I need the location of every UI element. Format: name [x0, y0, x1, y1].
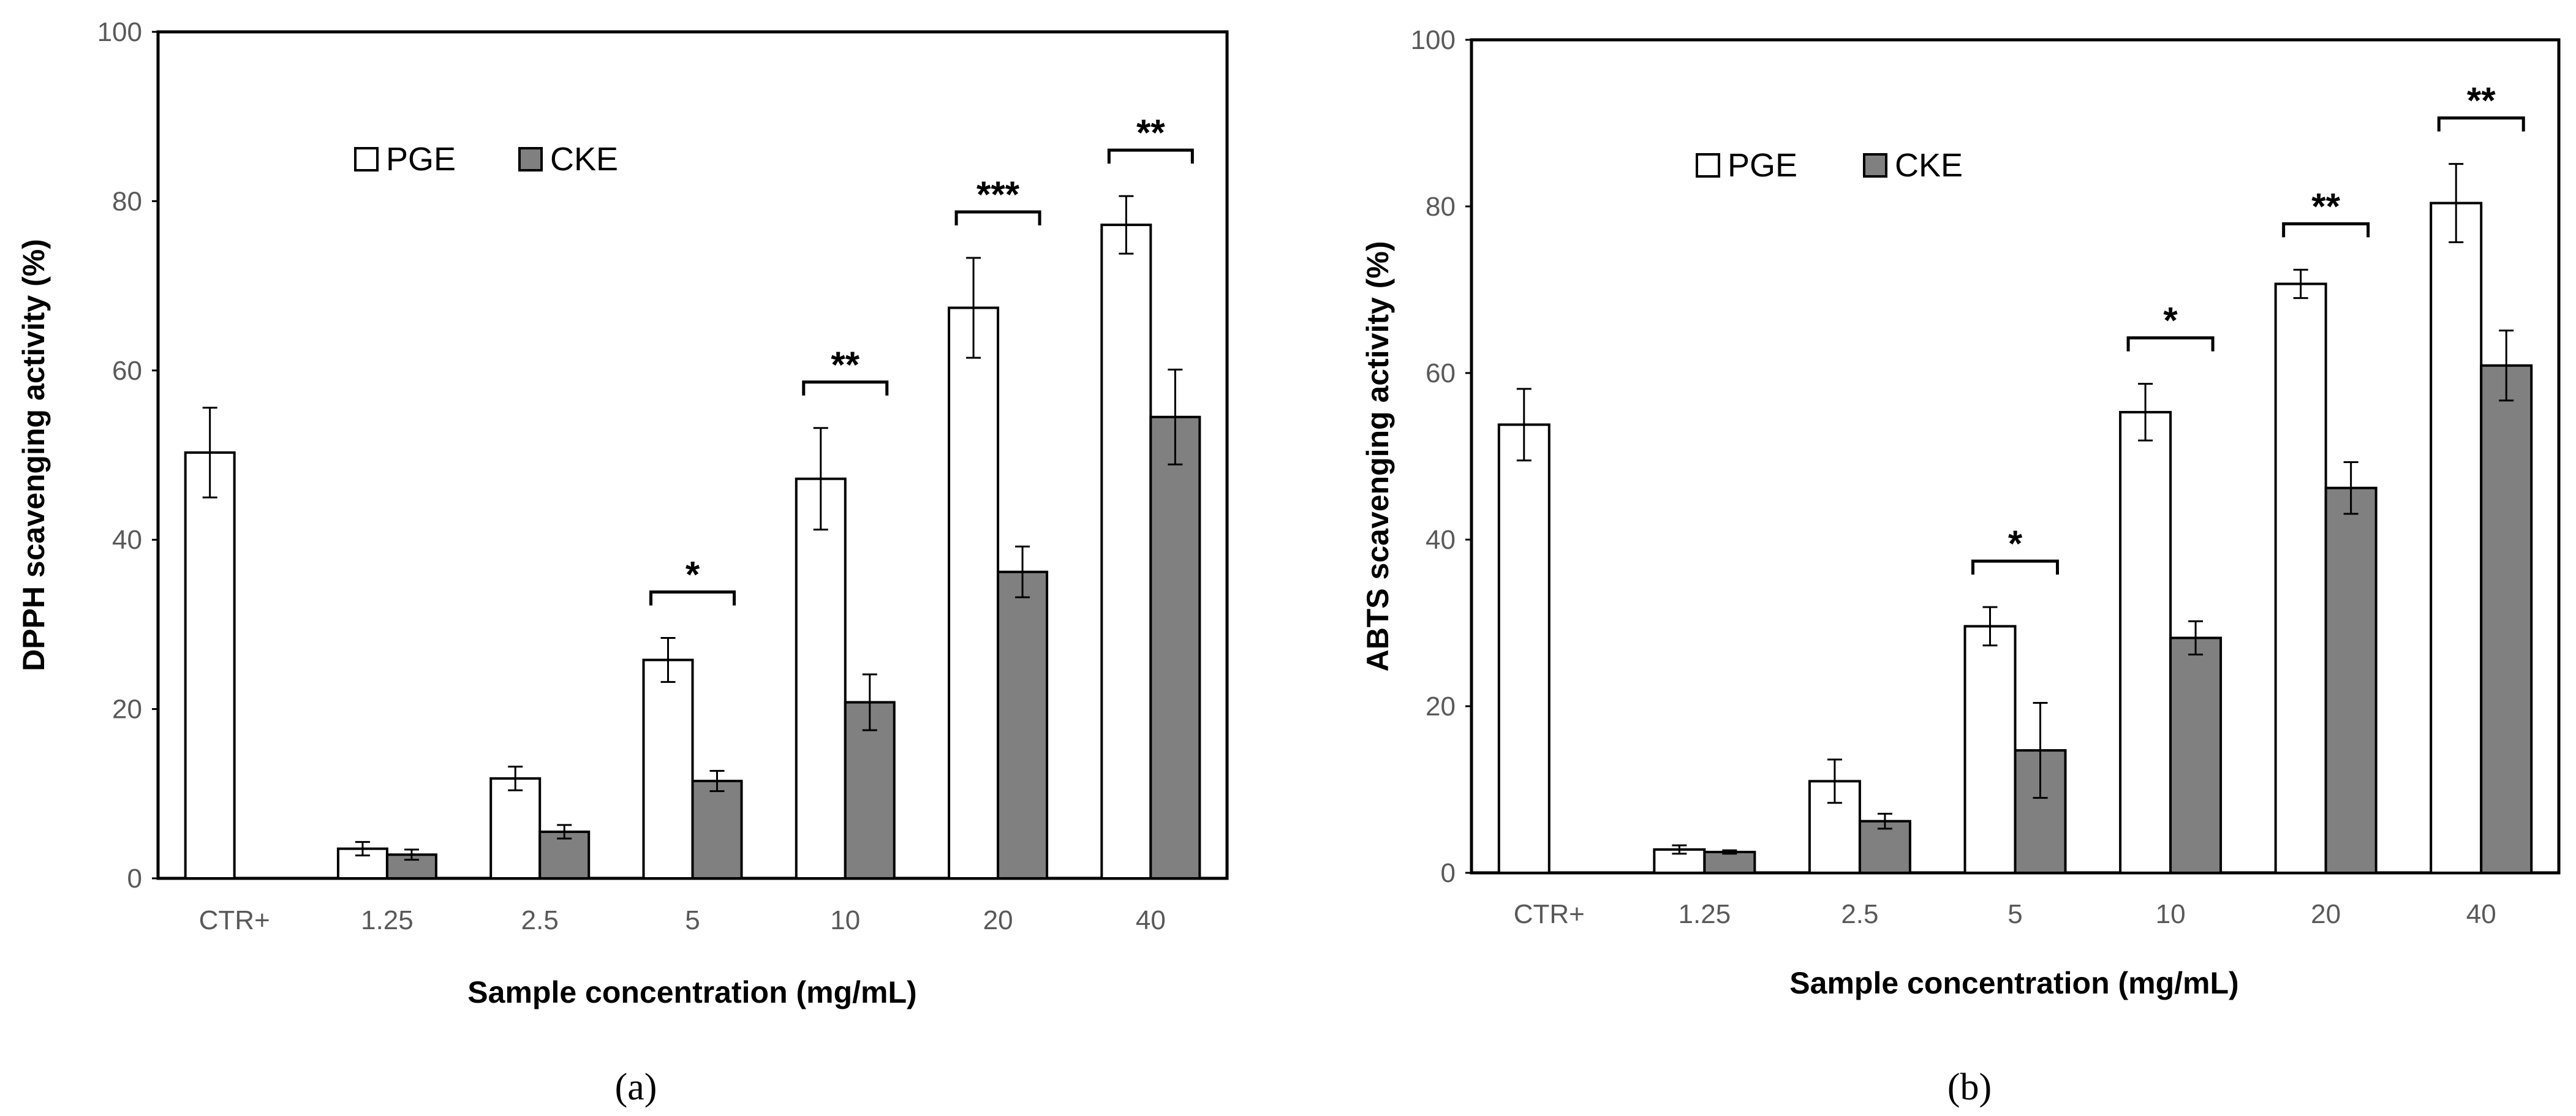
y-tick-label-b-0: 0 — [1441, 858, 1456, 888]
bar-pge-b-3 — [1963, 625, 2017, 874]
bar-pge-a-5 — [948, 306, 1000, 880]
y-ticks-a: 0 20 40 60 80 100 — [97, 17, 158, 894]
x-tick-label-a-2: 2.5 — [521, 905, 559, 935]
x-tick-label-a-4: 10 — [830, 905, 860, 935]
significance-marker-b-3: * — [2008, 523, 2023, 564]
y-ticks-b: 0 20 40 60 80 100 — [1411, 25, 1471, 888]
y-tick-label-b-1: 20 — [1426, 692, 1456, 722]
bar-cke-a-5 — [997, 570, 1049, 880]
x-tick-label-a-3: 5 — [685, 905, 700, 935]
legend-swatch-pge-b — [1696, 153, 1720, 178]
legend-swatch-cke-a — [518, 147, 543, 172]
bar-pge-b-6 — [2430, 202, 2483, 874]
legend-a: PGE CKE — [354, 141, 618, 178]
legend-swatch-pge-a — [354, 147, 379, 172]
significance-bracket-a-3 — [649, 590, 736, 606]
bar-cke-b-6 — [2480, 364, 2533, 874]
bar-pge-b-0 — [1497, 423, 1551, 874]
bars-b — [1497, 163, 2533, 875]
x-axis-title-a: Sample concentration (mg/mL) — [467, 975, 916, 1009]
bar-pge-a-0 — [184, 451, 236, 880]
significance-marker-b-4: * — [2163, 300, 2178, 341]
x-ticks-a: CTR+ 1.25 2.5 5 10 20 40 — [199, 905, 1166, 935]
x-tick-label-a-1: 1.25 — [361, 905, 414, 935]
y-tick-label-a-1: 20 — [112, 695, 142, 725]
x-tick-label-b-6: 40 — [2466, 899, 2496, 929]
significance-bracket-b-4 — [2126, 336, 2215, 352]
significance-a: ******** — [649, 112, 1194, 606]
bar-cke-b-4 — [2169, 636, 2223, 874]
y-tick-label-b-5: 100 — [1411, 25, 1456, 55]
x-tick-label-b-0: CTR+ — [1514, 899, 1585, 929]
significance-bracket-a-5 — [954, 210, 1041, 225]
y-tick-label-b-3: 60 — [1426, 358, 1456, 388]
y-tick-label-a-3: 60 — [112, 356, 142, 386]
significance-marker-a-4: ** — [831, 344, 859, 385]
y-tick-label-a-4: 80 — [112, 186, 142, 216]
panel-label-a: (a) — [615, 1066, 657, 1108]
y-tick-label-a-2: 40 — [112, 525, 142, 555]
bar-pge-a-3 — [642, 658, 694, 880]
legend-label-cke-b: CKE — [1895, 147, 1963, 184]
bar-cke-a-4 — [844, 701, 896, 880]
x-tick-label-a-5: 20 — [983, 905, 1013, 935]
y-tick-label-b-2: 40 — [1426, 525, 1456, 555]
significance-marker-b-5: ** — [2311, 186, 2340, 227]
significance-bracket-a-4 — [802, 380, 889, 396]
bar-pge-a-6 — [1100, 224, 1152, 880]
x-tick-label-b-2: 2.5 — [1841, 899, 1878, 929]
y-axis-title-a: DPPH scavenging activity (%) — [17, 239, 51, 671]
x-tick-label-a-6: 40 — [1136, 905, 1166, 935]
legend-label-cke-a: CKE — [550, 141, 618, 178]
legend-swatch-cke-b — [1863, 153, 1887, 178]
bars-a — [184, 195, 1201, 880]
bar-cke-b-5 — [2324, 486, 2378, 874]
bar-pge-a-2 — [489, 777, 542, 880]
x-axis-title-b: Sample concentration (mg/mL) — [1789, 966, 2238, 1000]
bar-cke-a-6 — [1149, 415, 1201, 880]
bar-cke-a-3 — [691, 780, 743, 880]
legend-b: PGE CKE — [1696, 147, 1963, 184]
significance-bracket-b-6 — [2437, 116, 2525, 132]
significance-marker-a-6: ** — [1136, 112, 1165, 153]
x-tick-label-b-3: 5 — [2008, 899, 2022, 929]
chart-panel-a: DPPH scavenging activity (%) Sample conc… — [17, 17, 1229, 1108]
panel-label-b: (b) — [1947, 1066, 1992, 1108]
bar-cke-a-2 — [538, 830, 591, 880]
significance-marker-b-6: ** — [2467, 80, 2496, 121]
chart-panel-b: ABTS scavenging activity (%) Sample conc… — [1361, 25, 2561, 1108]
bar-cke-b-2 — [1858, 820, 1911, 875]
bar-pge-a-4 — [795, 477, 847, 880]
x-ticks-b: CTR+ 1.25 2.5 5 10 20 40 — [1514, 899, 2496, 929]
x-tick-label-b-1: 1.25 — [1679, 899, 1731, 929]
y-axis-title-b: ABTS scavenging activity (%) — [1361, 241, 1395, 672]
bar-cke-b-1 — [1703, 851, 1756, 874]
significance-bracket-a-6 — [1107, 148, 1194, 164]
bar-pge-b-5 — [2274, 282, 2327, 875]
significance-b: ****** — [1971, 80, 2525, 575]
significance-bracket-b-3 — [1971, 559, 2059, 575]
x-tick-label-b-4: 10 — [2156, 899, 2186, 929]
significance-marker-a-3: * — [686, 554, 700, 595]
bar-pge-b-4 — [2119, 410, 2172, 874]
significance-marker-a-5: *** — [976, 174, 1020, 215]
y-tick-label-b-4: 80 — [1426, 192, 1456, 222]
x-tick-label-a-0: CTR+ — [199, 905, 270, 935]
y-tick-label-a-5: 100 — [97, 17, 142, 47]
significance-bracket-b-5 — [2282, 222, 2370, 238]
x-tick-label-b-5: 20 — [2311, 899, 2341, 929]
legend-label-pge-b: PGE — [1728, 147, 1797, 184]
legend-label-pge-a: PGE — [386, 141, 456, 178]
y-tick-label-a-0: 0 — [127, 864, 142, 894]
